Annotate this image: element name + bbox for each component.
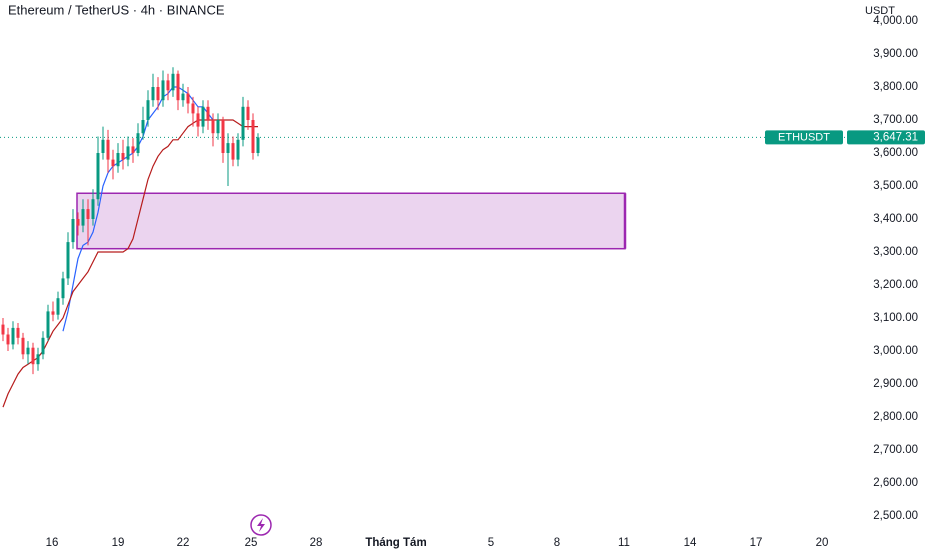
candle-body [21,337,25,355]
price-label: 3,647.31 [873,131,918,143]
x-tick-label: 14 [684,537,697,549]
indicator-line [2,119,258,408]
candle-body [151,87,155,101]
candle-body [41,337,45,355]
candle-body [126,146,130,160]
candle-body [131,146,135,153]
candle-body [146,100,150,120]
demand-zone [76,192,626,250]
candle-body [46,311,50,338]
candle-body [76,219,80,226]
candle-body [196,113,200,127]
candle-body [96,153,100,200]
y-tick-label: 3,200.00 [873,279,918,291]
candle-body [16,327,20,338]
x-tick-label: 19 [112,537,125,549]
candle-body [221,120,225,153]
x-tick-label: 22 [177,537,190,549]
candle-body [201,106,205,127]
x-tick-label: 25 [245,537,258,549]
chart-title: Ethereum / TetherUS · 4h · BINANCE [8,2,225,17]
candle-body [216,120,220,134]
candle-body [251,120,255,153]
symbol-tag [765,130,843,145]
candle-body [246,106,250,120]
candle-body [56,298,60,315]
x-tick-label: Tháng Tám [365,537,426,549]
candle-body [166,80,170,91]
event-icon[interactable] [250,514,272,536]
candle-body [101,139,105,153]
y-tick-label: 2,900.00 [873,378,918,390]
candle-body [36,354,40,365]
candle-body [176,73,180,101]
symbol-label: ETHUSDT [778,131,830,143]
candle-body [1,324,5,335]
candle-body [171,73,175,91]
y-tick-label: 3,700.00 [873,114,918,126]
y-tick-label: 2,500.00 [873,510,918,522]
y-tick-label: 2,800.00 [873,411,918,423]
candle-body [71,219,75,243]
candle-body [111,159,115,167]
y-tick-label: 3,300.00 [873,246,918,258]
y-tick-label: 3,600.00 [873,147,918,159]
price-tag [847,130,925,145]
candle-body [121,153,125,160]
candle-body [181,93,185,101]
candle-body [241,106,245,140]
candle-body [211,120,215,134]
x-tick-label: 8 [554,537,560,549]
x-tick-label: 28 [310,537,323,549]
y-tick-label: 3,000.00 [873,345,918,357]
event-bolt[interactable] [257,518,265,532]
candle-body [86,209,90,219]
candle-body [136,133,140,153]
candle-body [156,87,160,101]
candle-body [141,120,145,134]
candle-body [116,153,120,167]
candle-body [106,139,110,160]
y-tick-label: 2,700.00 [873,444,918,456]
y-axis-label: USDT [865,5,895,17]
y-tick-label: 3,100.00 [873,312,918,324]
y-tick-label: 3,500.00 [873,180,918,192]
candle-body [31,347,35,365]
candle-body [231,143,235,160]
candle-body [256,137,260,153]
candle-body [186,93,190,104]
candle-body [61,278,65,299]
x-tick-label: 11 [618,537,630,549]
candle-body [6,334,10,345]
candle-body [66,242,70,279]
y-tick-label: 2,600.00 [873,477,918,489]
x-tick-label: 17 [750,537,763,549]
x-tick-label: 16 [46,537,59,549]
y-tick-label: 3,400.00 [873,213,918,225]
candle-body [11,327,15,345]
x-tick-label: 20 [816,537,829,549]
y-tick-label: 3,900.00 [873,48,918,60]
candle-body [236,139,240,160]
y-tick-label: 4,000.00 [873,15,918,27]
candle-body [51,311,55,315]
y-tick-label: 3,800.00 [873,81,918,93]
candle-body [226,143,230,153]
candle-body [191,103,195,114]
x-tick-label: 5 [488,537,494,549]
candle-body [91,199,95,219]
candle-body [26,347,30,355]
candle-body [206,106,210,120]
candle-body [161,80,165,101]
candle-body [81,209,85,226]
